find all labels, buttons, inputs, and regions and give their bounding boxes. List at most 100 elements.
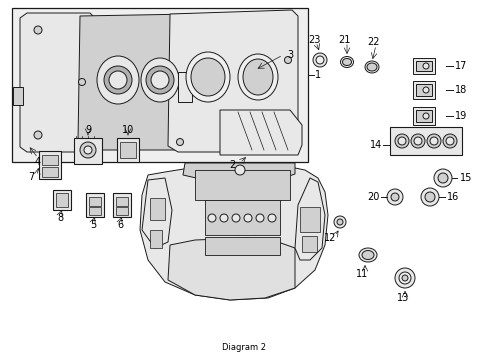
Polygon shape [294, 178, 325, 260]
Bar [302, 236, 316, 252]
Ellipse shape [238, 54, 278, 100]
Circle shape [80, 142, 96, 158]
Circle shape [315, 56, 324, 64]
Polygon shape [168, 238, 294, 300]
Bar [204, 200, 280, 235]
Circle shape [424, 192, 434, 202]
Bar [150, 198, 164, 220]
Bar [116, 197, 128, 206]
Polygon shape [412, 58, 434, 74]
Circle shape [394, 134, 408, 148]
Polygon shape [412, 107, 434, 125]
Text: 9: 9 [85, 125, 91, 135]
Text: 17: 17 [454, 61, 467, 71]
Bar [42, 155, 58, 165]
Bar [74, 138, 102, 164]
Bar [299, 207, 319, 232]
Ellipse shape [358, 248, 376, 262]
Text: 16: 16 [446, 192, 458, 202]
Circle shape [34, 26, 42, 34]
Ellipse shape [366, 63, 376, 71]
Polygon shape [142, 178, 172, 248]
Circle shape [422, 63, 428, 69]
Circle shape [220, 214, 227, 222]
Polygon shape [168, 10, 297, 152]
Bar [113, 193, 131, 217]
Circle shape [394, 268, 414, 288]
Text: 14: 14 [369, 140, 381, 150]
Text: 20: 20 [367, 192, 379, 202]
Circle shape [413, 137, 421, 145]
Bar [204, 237, 280, 255]
Text: 13: 13 [396, 293, 408, 303]
Bar [89, 207, 101, 215]
Text: 21: 21 [337, 35, 349, 45]
Circle shape [256, 214, 264, 222]
Text: 4: 4 [35, 157, 41, 167]
Circle shape [426, 134, 440, 148]
Bar [13, 87, 23, 105]
Ellipse shape [141, 58, 179, 102]
Circle shape [429, 137, 437, 145]
Circle shape [398, 272, 410, 284]
Bar [117, 138, 139, 162]
Text: 7: 7 [28, 172, 34, 182]
Circle shape [146, 66, 174, 94]
Ellipse shape [342, 58, 351, 66]
Text: Diagram 2: Diagram 2 [222, 343, 265, 352]
Polygon shape [412, 81, 434, 99]
Circle shape [336, 219, 342, 225]
Circle shape [333, 216, 346, 228]
Circle shape [437, 173, 447, 183]
Circle shape [445, 137, 453, 145]
Bar [12, 8, 307, 162]
Ellipse shape [361, 251, 373, 260]
Ellipse shape [340, 57, 353, 68]
Circle shape [397, 137, 405, 145]
Bar [53, 190, 71, 210]
Circle shape [433, 169, 451, 187]
Text: 1: 1 [314, 70, 321, 80]
Polygon shape [20, 13, 95, 152]
Bar [178, 72, 192, 102]
Circle shape [84, 146, 92, 154]
Circle shape [420, 188, 438, 206]
Text: 6: 6 [117, 220, 123, 230]
Polygon shape [183, 163, 294, 182]
Circle shape [401, 275, 407, 281]
Text: 8: 8 [57, 213, 63, 223]
Circle shape [235, 165, 244, 175]
Text: 23: 23 [307, 35, 320, 45]
Circle shape [176, 139, 183, 145]
Text: 3: 3 [286, 50, 292, 60]
Ellipse shape [97, 56, 139, 104]
Bar [415, 84, 431, 96]
Circle shape [131, 149, 138, 157]
Bar [415, 61, 431, 71]
Bar [86, 193, 104, 217]
Circle shape [422, 113, 428, 119]
Polygon shape [78, 14, 198, 150]
Circle shape [267, 214, 275, 222]
Bar [42, 167, 58, 177]
Bar [389, 127, 461, 155]
Bar [195, 170, 289, 200]
Text: 5: 5 [90, 220, 96, 230]
Circle shape [442, 134, 456, 148]
Ellipse shape [364, 61, 378, 73]
Text: 12: 12 [323, 233, 336, 243]
Ellipse shape [243, 59, 272, 95]
Text: 15: 15 [459, 173, 471, 183]
Polygon shape [220, 110, 302, 155]
Text: 2: 2 [228, 160, 235, 170]
Circle shape [151, 71, 169, 89]
Circle shape [410, 134, 424, 148]
Bar [116, 207, 128, 215]
Circle shape [284, 57, 291, 63]
Circle shape [34, 131, 42, 139]
Ellipse shape [191, 58, 224, 96]
Circle shape [244, 214, 251, 222]
Ellipse shape [185, 52, 229, 102]
Text: 22: 22 [367, 37, 380, 47]
Text: 19: 19 [454, 111, 467, 121]
